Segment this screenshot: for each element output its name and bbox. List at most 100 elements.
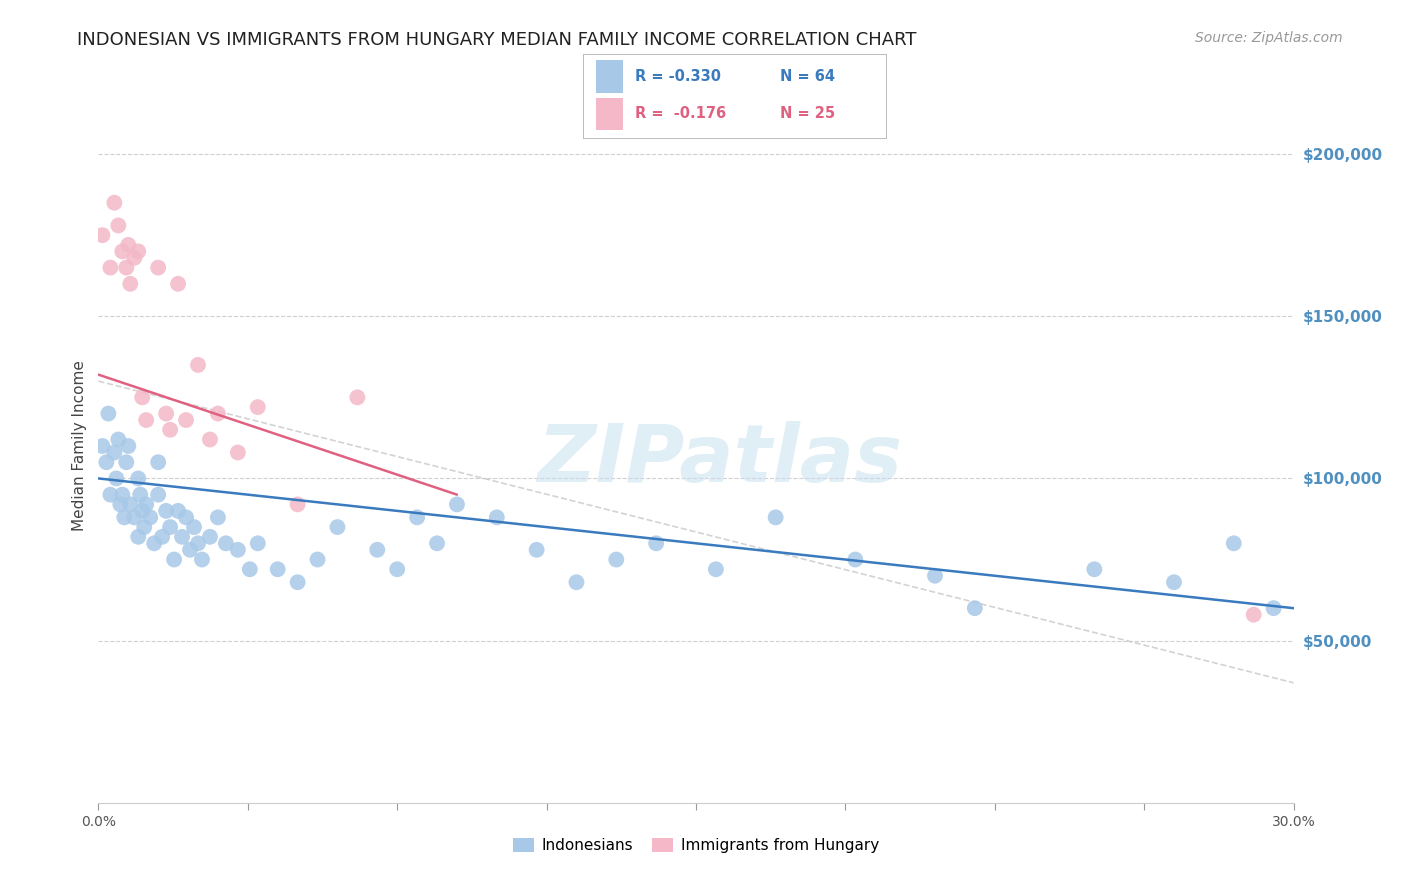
- Point: [103, 445, 125, 459]
- Point: [127, 244, 149, 259]
- Point: [963, 601, 986, 615]
- Point: [107, 219, 129, 233]
- Bar: [596, 97, 623, 130]
- Point: [246, 400, 269, 414]
- Point: [844, 552, 866, 566]
- Point: [115, 455, 138, 469]
- Text: N = 25: N = 25: [780, 106, 835, 121]
- Point: [148, 455, 170, 469]
- Point: [446, 497, 468, 511]
- Point: [117, 439, 139, 453]
- Point: [207, 407, 229, 421]
- Point: [155, 504, 177, 518]
- Point: [267, 562, 290, 576]
- Point: [326, 520, 349, 534]
- Point: [131, 390, 153, 404]
- Point: [163, 552, 186, 566]
- Point: [107, 433, 129, 447]
- Point: [150, 530, 173, 544]
- Point: [112, 510, 135, 524]
- Point: [111, 244, 134, 259]
- Point: [645, 536, 668, 550]
- Point: [485, 510, 508, 524]
- Y-axis label: Median Family Income: Median Family Income: [72, 360, 87, 532]
- Point: [98, 488, 122, 502]
- Point: [385, 562, 409, 576]
- Point: [198, 433, 221, 447]
- Point: [167, 277, 190, 291]
- Point: [97, 407, 120, 421]
- Point: [148, 488, 170, 502]
- Bar: [596, 61, 623, 93]
- Point: [1083, 562, 1105, 576]
- Point: [174, 413, 197, 427]
- Point: [187, 358, 209, 372]
- Point: [1163, 575, 1185, 590]
- Point: [103, 195, 125, 210]
- Point: [159, 520, 181, 534]
- Point: [135, 413, 157, 427]
- Point: [110, 497, 132, 511]
- Point: [131, 504, 153, 518]
- Text: N = 64: N = 64: [780, 69, 835, 84]
- Point: [565, 575, 588, 590]
- Point: [287, 575, 309, 590]
- Text: INDONESIAN VS IMMIGRANTS FROM HUNGARY MEDIAN FAMILY INCOME CORRELATION CHART: INDONESIAN VS IMMIGRANTS FROM HUNGARY ME…: [77, 31, 917, 49]
- Point: [155, 407, 177, 421]
- Point: [129, 488, 152, 502]
- Point: [124, 510, 146, 524]
- Point: [924, 568, 946, 582]
- Point: [167, 504, 190, 518]
- Point: [135, 497, 157, 511]
- Point: [198, 530, 221, 544]
- Point: [765, 510, 787, 524]
- Point: [287, 497, 309, 511]
- Point: [1263, 601, 1285, 615]
- Point: [96, 455, 118, 469]
- Point: [605, 552, 627, 566]
- Point: [239, 562, 262, 576]
- Point: [307, 552, 329, 566]
- Point: [346, 390, 368, 404]
- Text: ZIPatlas: ZIPatlas: [537, 421, 903, 500]
- Point: [148, 260, 170, 275]
- Point: [179, 542, 201, 557]
- Point: [183, 520, 205, 534]
- Point: [105, 471, 128, 485]
- Point: [120, 277, 142, 291]
- Legend: Indonesians, Immigrants from Hungary: Indonesians, Immigrants from Hungary: [506, 831, 886, 859]
- Point: [226, 445, 249, 459]
- Point: [117, 238, 139, 252]
- Point: [1243, 607, 1265, 622]
- Point: [215, 536, 238, 550]
- Point: [91, 439, 114, 453]
- Point: [127, 471, 149, 485]
- Text: R = -0.330: R = -0.330: [636, 69, 721, 84]
- Point: [426, 536, 449, 550]
- Point: [526, 542, 548, 557]
- Point: [226, 542, 249, 557]
- Text: Source: ZipAtlas.com: Source: ZipAtlas.com: [1195, 31, 1343, 45]
- Point: [98, 260, 122, 275]
- Point: [1223, 536, 1246, 550]
- Point: [704, 562, 727, 576]
- Point: [115, 260, 138, 275]
- Point: [120, 497, 142, 511]
- Point: [174, 510, 197, 524]
- Point: [366, 542, 388, 557]
- Text: R =  -0.176: R = -0.176: [636, 106, 725, 121]
- Point: [406, 510, 429, 524]
- Point: [191, 552, 214, 566]
- Point: [207, 510, 229, 524]
- Point: [111, 488, 134, 502]
- Point: [124, 251, 146, 265]
- Point: [139, 510, 162, 524]
- Point: [127, 530, 149, 544]
- Point: [143, 536, 166, 550]
- Point: [134, 520, 156, 534]
- Point: [91, 228, 114, 243]
- Point: [187, 536, 209, 550]
- Point: [246, 536, 269, 550]
- Point: [172, 530, 194, 544]
- Point: [159, 423, 181, 437]
